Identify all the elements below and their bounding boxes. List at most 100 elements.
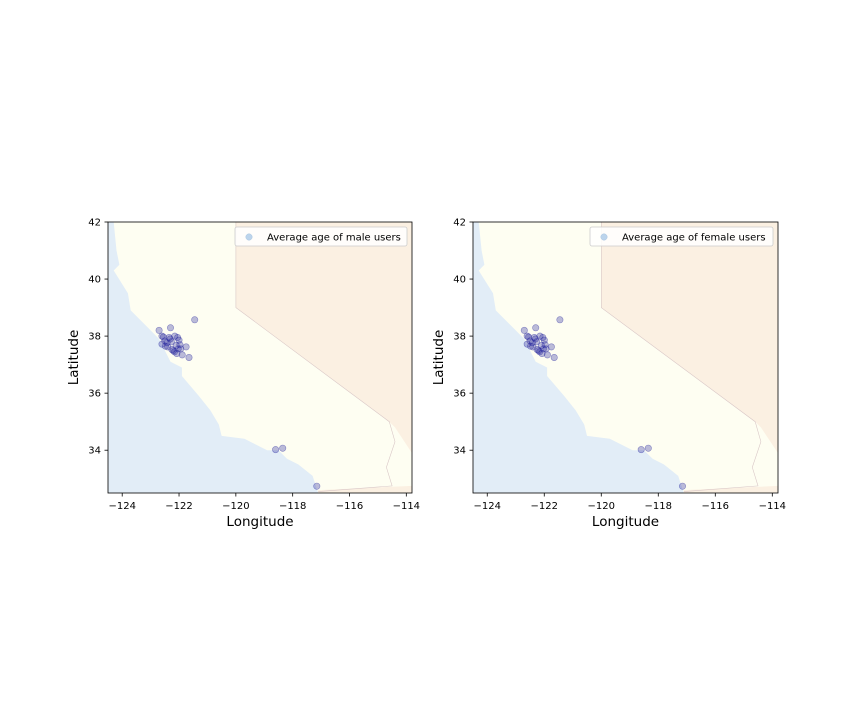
data-point — [542, 345, 550, 353]
mexico-region — [683, 485, 778, 493]
data-point — [525, 333, 533, 341]
data-point — [158, 332, 166, 340]
data-point — [536, 332, 544, 340]
x-tick-label: −120 — [588, 501, 615, 512]
data-point — [168, 345, 176, 353]
legend-box — [234, 226, 408, 247]
data-point — [176, 341, 184, 349]
x-axis-label: Longitude — [592, 514, 659, 530]
data-point — [530, 333, 538, 341]
data-point — [185, 353, 193, 361]
data-point — [541, 341, 549, 349]
data-point — [158, 340, 166, 348]
data-point — [169, 347, 177, 355]
mexico-region — [318, 485, 412, 493]
data-point — [531, 335, 539, 343]
data-point — [166, 335, 174, 343]
data-point — [178, 351, 186, 359]
data-point — [313, 482, 321, 490]
legend: Average age of male users — [234, 226, 408, 247]
plot-frame — [472, 221, 779, 494]
data-point — [177, 345, 185, 353]
basemap — [473, 222, 778, 493]
data-point — [543, 351, 551, 359]
x-tick-label: −116 — [702, 501, 729, 512]
data-point — [161, 342, 169, 350]
x-tick-label: −124 — [474, 501, 501, 512]
nevada-region — [235, 222, 412, 454]
data-point — [529, 343, 537, 351]
data-point — [556, 316, 564, 324]
data-point — [537, 341, 545, 349]
data-point — [174, 345, 182, 353]
data-point — [167, 338, 175, 346]
data-point — [165, 333, 173, 341]
state-border — [600, 222, 762, 492]
x-tick-label: −116 — [336, 501, 363, 512]
data-point — [163, 339, 171, 347]
data-point — [637, 446, 645, 454]
data-point — [644, 444, 652, 452]
data-point — [174, 333, 182, 341]
legend-box — [589, 226, 774, 247]
chart-panel-female: −124 −122 −120 −118 −116 −114 34 36 38 40 42 Longit… — [431, 218, 786, 531]
data-point — [540, 336, 548, 344]
data-point — [172, 341, 180, 349]
y-tick-label: 42 — [453, 218, 466, 229]
y-tick-label: 34 — [453, 446, 466, 457]
x-axis-label: Longitude — [226, 514, 293, 530]
data-point — [539, 333, 547, 341]
data-point — [527, 342, 535, 350]
data-point — [678, 482, 686, 490]
data-point — [523, 332, 531, 340]
y-tick-label: 42 — [88, 218, 101, 229]
data-point — [167, 324, 175, 332]
data-point — [550, 353, 558, 361]
legend-marker — [245, 233, 253, 241]
y-tick-label: 40 — [88, 275, 101, 286]
nevada-region — [601, 222, 778, 454]
y-tick-label: 38 — [453, 332, 466, 343]
y-axis-label: Latitude — [66, 330, 82, 386]
data-point — [523, 340, 531, 348]
legend-label: Average age of male users — [267, 233, 401, 244]
data-point — [532, 324, 540, 332]
x-tick-label: −114 — [393, 501, 420, 512]
x-tick-label: −118 — [279, 501, 306, 512]
pacific-ocean — [473, 222, 684, 493]
data-point — [535, 347, 543, 355]
data-point — [533, 345, 541, 353]
plot-frame — [107, 221, 413, 494]
data-point — [279, 444, 287, 452]
legend-marker — [600, 233, 608, 241]
data-point — [547, 343, 555, 351]
y-tick-label: 38 — [88, 332, 101, 343]
x-tick-label: −118 — [645, 501, 672, 512]
data-point — [520, 326, 528, 334]
chart-panel-male: −124 −122 −120 −118 −116 −114 34 36 38 40 42 Longit… — [66, 218, 420, 531]
y-tick-label: 34 — [88, 446, 101, 457]
data-point — [191, 316, 199, 324]
pacific-ocean — [108, 222, 319, 493]
data-point — [538, 349, 546, 357]
data-point — [171, 348, 179, 356]
x-tick-label: −124 — [108, 501, 135, 512]
data-point — [539, 345, 547, 353]
data-point — [161, 337, 169, 345]
legend-label: Average age of female users — [622, 233, 766, 244]
y-tick-label: 36 — [88, 389, 101, 400]
legend: Average age of female users — [589, 226, 774, 247]
data-point — [155, 326, 163, 334]
data-point — [533, 338, 541, 346]
y-tick-label: 36 — [453, 389, 466, 400]
state-border — [235, 222, 396, 492]
x-tick-label: −114 — [759, 501, 786, 512]
x-tick-label: −122 — [165, 501, 192, 512]
basemap — [108, 222, 412, 493]
data-point — [272, 446, 280, 454]
data-point — [159, 333, 167, 341]
x-tick-label: −122 — [531, 501, 558, 512]
data-point — [182, 343, 190, 351]
data-point — [536, 348, 544, 356]
